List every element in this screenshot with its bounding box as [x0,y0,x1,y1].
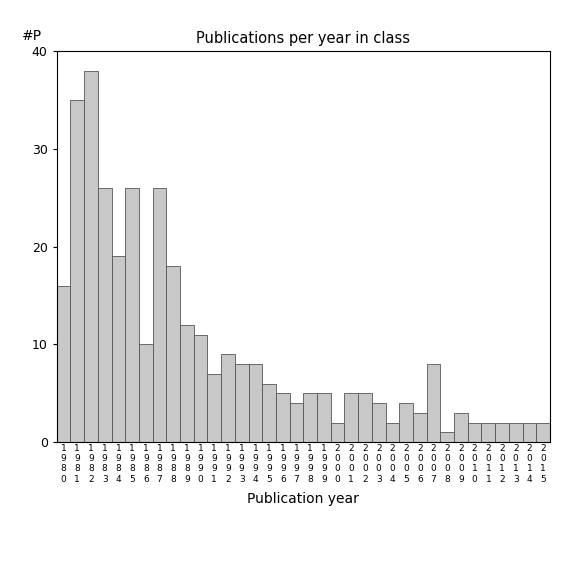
Bar [98,188,112,442]
Bar [57,286,70,442]
Bar [468,423,481,442]
Bar [262,384,276,442]
Bar [331,423,344,442]
Bar [536,423,550,442]
Bar [509,423,523,442]
Bar [413,413,426,442]
Text: #P: #P [22,29,43,43]
Bar [208,374,221,442]
Bar [166,266,180,442]
X-axis label: Publication year: Publication year [247,492,359,506]
Bar [248,364,262,442]
Bar [303,393,317,442]
Bar [441,433,454,442]
Bar [344,393,358,442]
Bar [180,325,194,442]
Bar [317,393,331,442]
Bar [276,393,290,442]
Bar [194,335,208,442]
Bar [70,100,84,442]
Bar [495,423,509,442]
Bar [358,393,372,442]
Bar [372,403,386,442]
Title: Publications per year in class: Publications per year in class [196,31,411,46]
Bar [112,256,125,442]
Bar [139,345,153,442]
Bar [125,188,139,442]
Bar [481,423,495,442]
Bar [84,71,98,442]
Bar [153,188,166,442]
Bar [221,354,235,442]
Bar [235,364,248,442]
Bar [290,403,303,442]
Bar [454,413,468,442]
Bar [399,403,413,442]
Bar [426,364,441,442]
Bar [386,423,399,442]
Bar [523,423,536,442]
